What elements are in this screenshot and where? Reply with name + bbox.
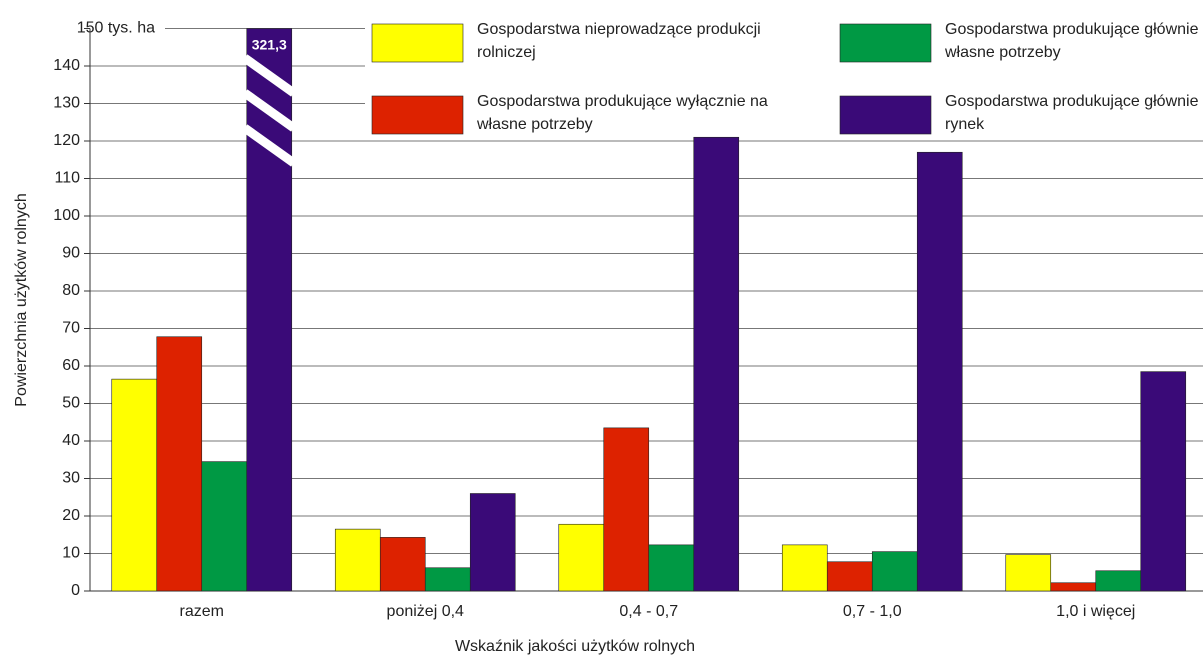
legend-label: Gospodarstwa produkujące wyłącznie na wł… <box>477 93 768 133</box>
y-tick-label: 120 <box>53 132 80 149</box>
y-tick-label: 40 <box>62 432 80 449</box>
legend-swatch <box>839 95 932 135</box>
y-tick-label: 20 <box>62 507 80 524</box>
y-tick-label: 50 <box>62 395 80 412</box>
bar <box>693 136 740 592</box>
axis-break <box>242 54 297 97</box>
y-tick-label: 30 <box>62 470 80 487</box>
y-tick-label: 10 <box>62 545 80 562</box>
y-tick-label: 0 <box>71 582 80 599</box>
bar <box>648 544 695 592</box>
y-tick-label: 90 <box>62 245 80 262</box>
y-tick-label: 140 <box>53 57 80 74</box>
bar <box>1050 582 1097 592</box>
x-tick-label: 0,7 - 1,0 <box>843 603 902 620</box>
bar <box>424 567 471 592</box>
y-tick-label: 60 <box>62 357 80 374</box>
legend-label: Gospodarstwa nieprowadzące produkcji rol… <box>477 21 761 61</box>
y-tick-label: 130 <box>53 95 80 112</box>
bar <box>469 493 516 592</box>
bar <box>1095 570 1142 592</box>
legend-swatch <box>371 95 464 135</box>
y-tick-label: 110 <box>54 170 80 187</box>
bar <box>379 537 426 592</box>
legend-background <box>365 16 1203 139</box>
x-tick-label: 0,4 - 0,7 <box>619 603 678 620</box>
y-tick-label: 150 tys. ha <box>77 20 155 37</box>
value-label: 321,3 <box>252 37 287 53</box>
y-tick-label: 70 <box>62 320 80 337</box>
bar <box>156 336 203 592</box>
y-axis-title: Powierzchnia użytków rolnych <box>13 193 30 406</box>
bar <box>871 551 918 592</box>
y-tick-label: 100 <box>53 207 80 224</box>
bar <box>826 561 873 592</box>
legend-label: Gospodarstwa produkujące głównie na ryne… <box>945 93 1203 133</box>
bar <box>201 461 248 592</box>
y-tick-label: 80 <box>62 282 80 299</box>
bar <box>1005 554 1052 592</box>
bar <box>603 427 650 592</box>
axis-break <box>242 124 297 167</box>
bar <box>334 528 381 592</box>
legend-label: Gospodarstwa produkujące głównie na włas… <box>945 21 1203 61</box>
bar <box>916 151 963 592</box>
legend-swatch <box>371 23 464 63</box>
bar <box>111 378 158 592</box>
x-axis-title: Wskaźnik jakości użytków rolnych <box>455 638 695 655</box>
legend-swatch <box>839 23 932 63</box>
bar <box>1140 371 1187 592</box>
axis-break <box>242 89 297 132</box>
x-tick-label: 1,0 i więcej <box>1056 603 1135 620</box>
x-tick-label: poniżej 0,4 <box>387 603 464 620</box>
bar <box>558 523 605 592</box>
bar <box>781 544 828 592</box>
x-tick-label: razem <box>180 603 224 620</box>
